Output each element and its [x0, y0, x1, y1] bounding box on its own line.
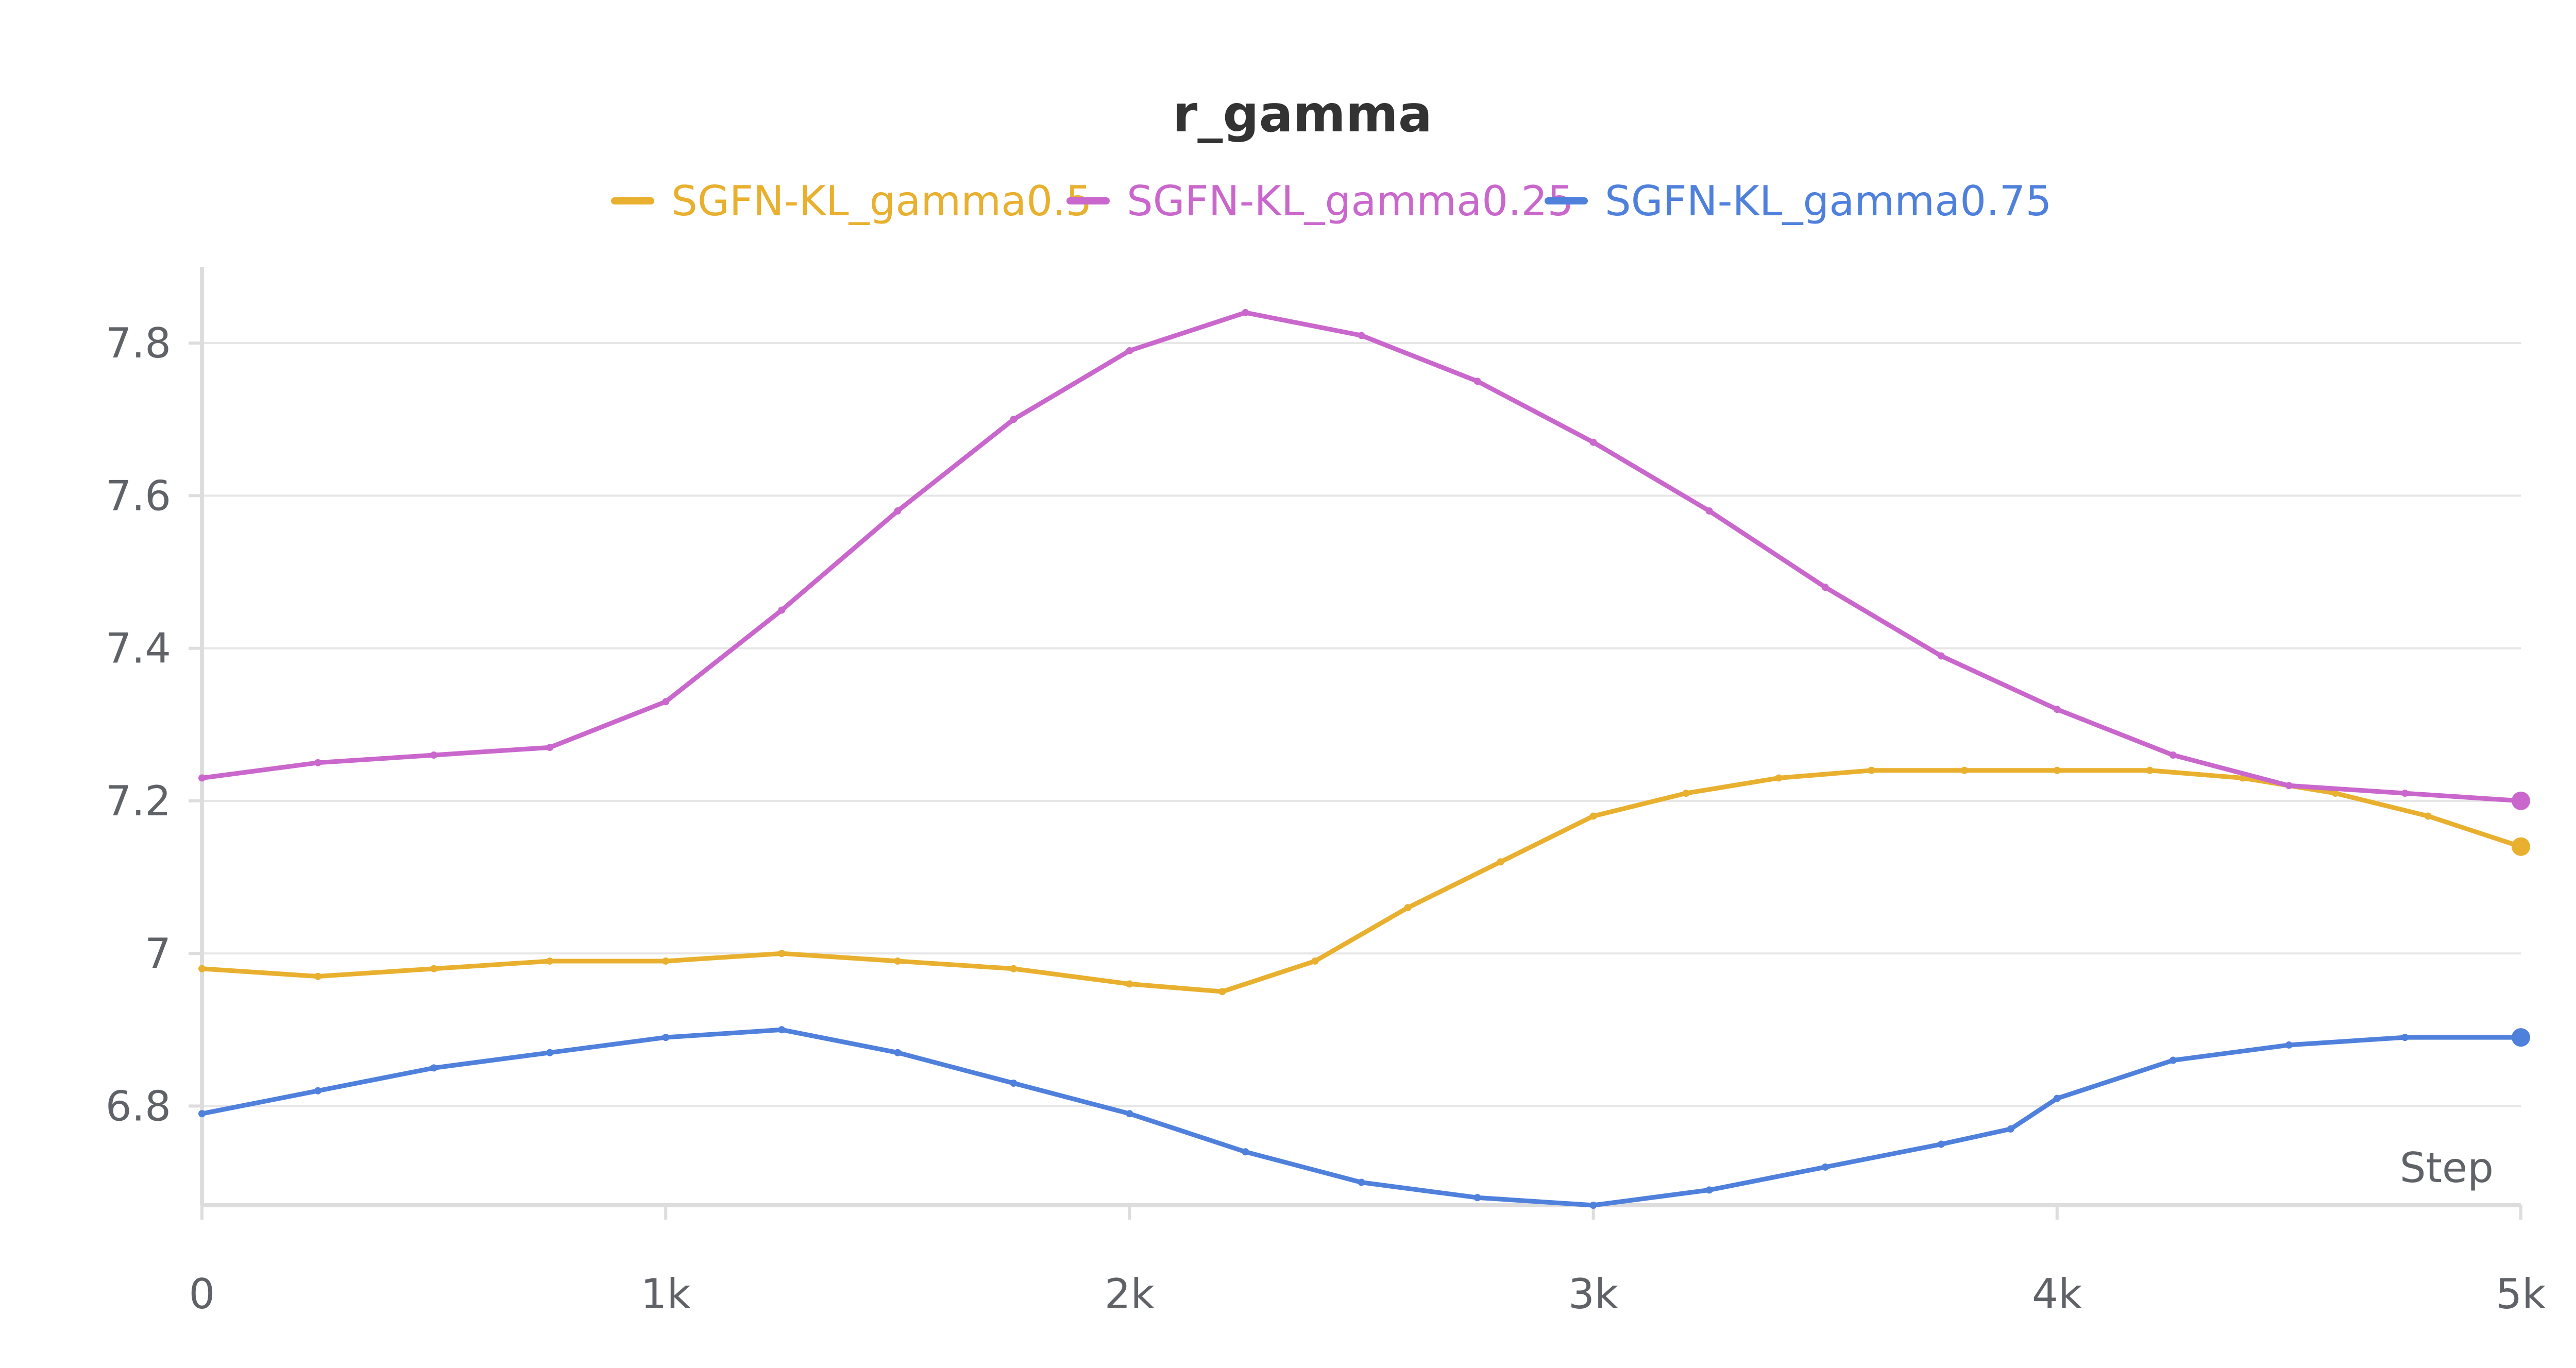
- data-point: [1242, 309, 1249, 316]
- data-point: [314, 1087, 322, 1095]
- data-point: [1126, 347, 1133, 354]
- data-point: [1589, 1202, 1597, 1209]
- data-point: [2512, 791, 2530, 810]
- data-point: [1010, 416, 1018, 423]
- x-tick-label: 1k: [641, 1270, 691, 1318]
- data-point: [1126, 1110, 1133, 1118]
- data-point: [546, 1049, 554, 1056]
- data-point: [1126, 980, 1133, 988]
- data-point: [662, 957, 670, 965]
- y-tick-label: 7.8: [106, 319, 171, 367]
- x-axis-label: Step: [2400, 1144, 2494, 1192]
- x-tick-label: 2k: [1105, 1270, 1155, 1318]
- data-point: [1497, 858, 1504, 866]
- data-point: [2169, 751, 2177, 759]
- data-point: [1010, 1079, 1018, 1087]
- data-point: [2053, 1095, 2061, 1102]
- data-point: [2401, 1034, 2409, 1041]
- legend-item: SGFN-KL_gamma0.75: [1605, 177, 2052, 225]
- data-point: [894, 1049, 902, 1056]
- data-point: [2053, 706, 2061, 713]
- data-point: [1358, 1178, 1365, 1186]
- y-ticks: 6.8 7 7.2 7.4 7.6 7.8: [106, 319, 202, 1130]
- gridlines: [202, 342, 2521, 1107]
- data-point: [1589, 438, 1597, 446]
- data-point: [430, 751, 438, 759]
- data-point: [546, 744, 554, 751]
- data-point: [1404, 904, 1412, 912]
- data-point: [430, 1064, 438, 1072]
- data-point: [2053, 766, 2061, 774]
- data-point: [778, 1026, 786, 1034]
- data-point: [1010, 965, 1018, 972]
- legend: SGFN-KL_gamma0.5 SGFN-KL_gamma0.25 SGFN-KL…: [611, 177, 2052, 225]
- data-point: [894, 957, 902, 965]
- data-point: [2285, 782, 2293, 790]
- y-tick-label: 7: [145, 930, 171, 978]
- y-tick-label: 7.6: [106, 472, 171, 520]
- data-point: [1473, 1194, 1481, 1202]
- data-point: [1821, 584, 1829, 591]
- y-tick-label: 7.2: [106, 777, 171, 825]
- data-point: [2512, 1028, 2530, 1047]
- data-point: [1218, 988, 1226, 996]
- data-point: [2007, 1125, 2014, 1133]
- data-point: [198, 965, 206, 972]
- data-point: [1682, 790, 1690, 797]
- data-point: [1473, 378, 1481, 385]
- data-point: [662, 698, 670, 706]
- data-point: [1705, 507, 1713, 515]
- data-point: [1589, 812, 1597, 820]
- x-tick-label: 3k: [1568, 1270, 1619, 1318]
- series-lines: [198, 309, 2530, 1209]
- data-point: [314, 759, 322, 766]
- chart-title: r_gamma: [1173, 85, 1432, 144]
- data-point: [1868, 766, 1875, 774]
- data-point: [1775, 774, 1783, 782]
- data-point: [1937, 652, 1945, 660]
- series-line-0: [199, 768, 2523, 994]
- y-tick-label: 7.4: [106, 625, 171, 673]
- legend-item: SGFN-KL_gamma0.5: [671, 177, 1092, 225]
- data-point: [1937, 1140, 1945, 1148]
- data-point: [894, 507, 902, 515]
- data-point: [2285, 1041, 2293, 1049]
- data-point: [662, 1034, 670, 1041]
- x-tick-label: 5k: [2496, 1270, 2546, 1318]
- y-tick-label: 6.8: [106, 1082, 171, 1130]
- axes: [200, 267, 2521, 1207]
- data-point: [1960, 766, 1968, 774]
- legend-item: SGFN-KL_gamma0.25: [1127, 177, 1573, 225]
- x-tick-label: 4k: [2032, 1270, 2082, 1318]
- x-tick-label: 0: [189, 1270, 215, 1318]
- data-point: [2401, 790, 2409, 797]
- data-point: [430, 965, 438, 972]
- data-point: [1311, 957, 1319, 965]
- series-line-2: [199, 1027, 2523, 1208]
- data-point: [198, 1110, 206, 1118]
- data-point: [778, 606, 786, 614]
- data-point: [2424, 812, 2432, 820]
- series-line-1: [199, 310, 2523, 803]
- data-point: [2146, 766, 2154, 774]
- data-point: [1242, 1148, 1249, 1156]
- x-ticks: 0 1k 2k 3k 4k 5k: [189, 1205, 2546, 1318]
- data-point: [1705, 1186, 1713, 1194]
- data-point: [546, 957, 554, 965]
- data-point: [2512, 837, 2530, 856]
- data-point: [1821, 1163, 1829, 1171]
- data-point: [198, 774, 206, 782]
- data-point: [1358, 332, 1365, 339]
- data-point: [2331, 790, 2339, 797]
- data-point: [314, 972, 322, 980]
- data-point: [2169, 1056, 2177, 1064]
- data-point: [778, 950, 786, 957]
